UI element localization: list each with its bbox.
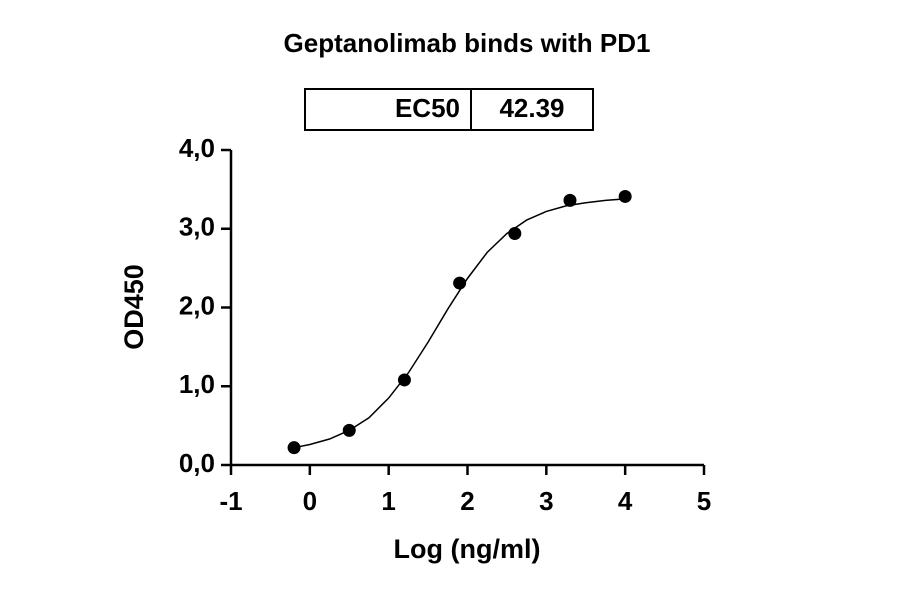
data-point: [287, 441, 301, 455]
data-point: [342, 423, 356, 437]
x-tick-label: 4: [618, 486, 633, 516]
y-tick-label: 3,0: [179, 212, 215, 242]
chart-title: Geptanolimab binds with PD1: [284, 28, 651, 58]
data-point: [563, 193, 577, 207]
y-tick-label: 0,0: [179, 448, 215, 478]
ec50-box: [304, 88, 594, 131]
fit-curve: [293, 198, 626, 449]
x-tick-label: 3: [539, 486, 553, 516]
x-tick-label: -1: [219, 486, 242, 516]
ec50-value: 42.39: [499, 93, 564, 123]
x-axis-label: Log (ng/ml): [394, 534, 541, 564]
x-tick-label: 1: [381, 486, 395, 516]
ec50-label: EC50: [395, 93, 460, 123]
x-tick-label: 0: [303, 486, 317, 516]
x-tick-label: 2: [460, 486, 474, 516]
data-point: [397, 373, 411, 387]
y-tick-label: 1,0: [179, 369, 215, 399]
data-point: [453, 276, 467, 290]
data-point: [508, 226, 522, 240]
y-axis-label: OD450: [119, 264, 149, 350]
data-point: [618, 189, 632, 203]
x-tick-label: 5: [697, 486, 711, 516]
y-tick-label: 2,0: [179, 290, 215, 320]
y-tick-label: 4,0: [179, 133, 215, 163]
